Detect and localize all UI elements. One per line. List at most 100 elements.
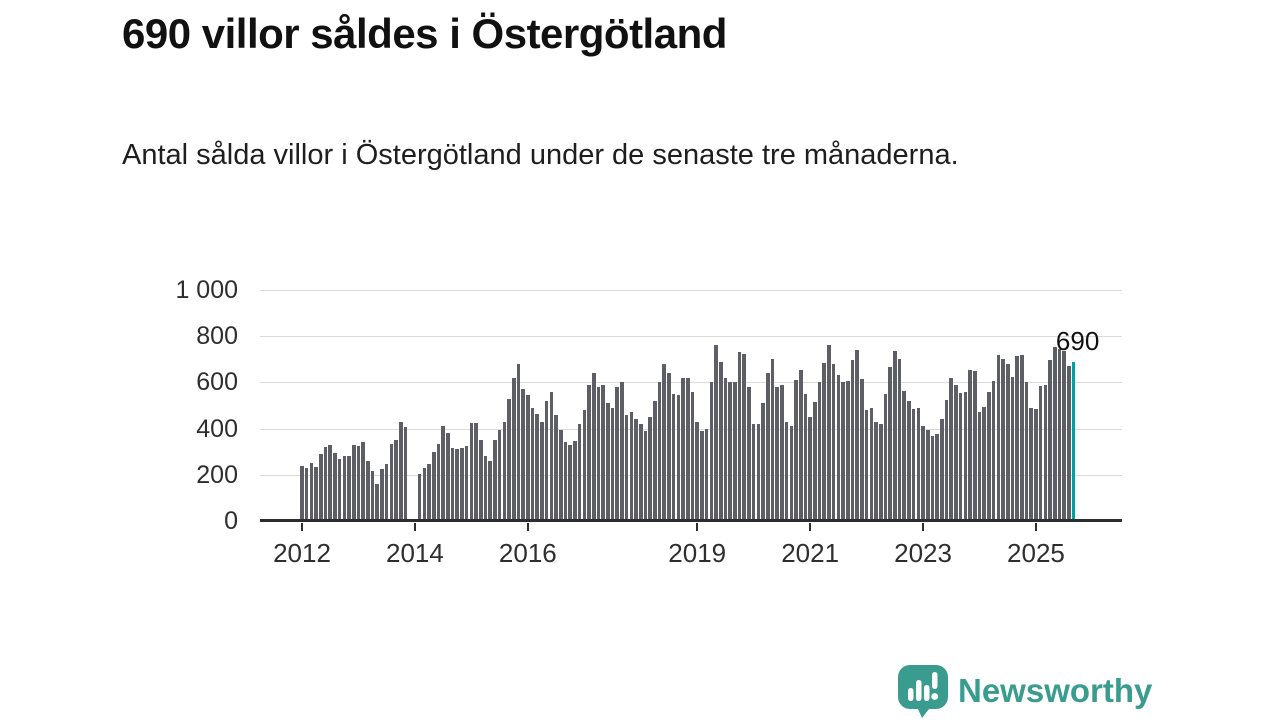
bar bbox=[1062, 351, 1066, 521]
x-axis-tick bbox=[921, 523, 925, 531]
bar bbox=[949, 377, 954, 521]
bar bbox=[455, 449, 460, 521]
bar bbox=[954, 384, 958, 521]
y-axis-label: 800 bbox=[196, 322, 238, 351]
bar bbox=[1001, 359, 1005, 521]
bar bbox=[714, 345, 718, 521]
x-axis-tick bbox=[526, 523, 530, 531]
bar bbox=[925, 429, 930, 521]
bar bbox=[521, 389, 525, 521]
x-axis-label: 2012 bbox=[273, 538, 331, 568]
bar bbox=[1005, 363, 1010, 521]
bar bbox=[874, 421, 878, 521]
bar bbox=[469, 422, 474, 521]
bar bbox=[624, 414, 629, 521]
bar bbox=[864, 410, 869, 521]
bar bbox=[973, 370, 977, 521]
bar bbox=[474, 422, 478, 521]
bar bbox=[897, 359, 902, 521]
highlighted-bar bbox=[1071, 361, 1076, 521]
bar bbox=[695, 421, 699, 521]
bar bbox=[737, 352, 742, 521]
newsworthy-logo-icon bbox=[898, 665, 948, 718]
bar bbox=[770, 359, 775, 521]
bar bbox=[718, 361, 723, 521]
bar bbox=[845, 381, 850, 521]
bar bbox=[803, 393, 808, 521]
x-axis-tick bbox=[808, 523, 812, 531]
bar bbox=[860, 378, 864, 521]
bar bbox=[676, 395, 681, 521]
bar bbox=[573, 441, 577, 521]
bar bbox=[794, 380, 798, 521]
bar bbox=[751, 423, 756, 521]
bar bbox=[422, 467, 427, 521]
bar bbox=[822, 362, 827, 521]
bar bbox=[507, 398, 511, 521]
bar bbox=[982, 406, 987, 521]
bar bbox=[991, 381, 996, 521]
y-axis-label: 0 bbox=[224, 507, 238, 535]
bar bbox=[464, 445, 469, 521]
bar bbox=[888, 367, 892, 521]
bar bbox=[780, 384, 784, 521]
x-axis-tick bbox=[1034, 523, 1038, 531]
bar bbox=[775, 387, 779, 521]
bar bbox=[907, 400, 911, 521]
gridline-y-1000 bbox=[260, 290, 1122, 291]
bar bbox=[958, 392, 963, 521]
bar bbox=[615, 387, 620, 521]
bar bbox=[558, 429, 563, 521]
bar bbox=[921, 426, 925, 521]
bar bbox=[700, 430, 704, 521]
bar bbox=[328, 444, 333, 521]
bar bbox=[582, 410, 587, 521]
bar bbox=[554, 414, 558, 521]
bar bbox=[319, 454, 323, 521]
x-axis-tick bbox=[300, 523, 304, 531]
bar bbox=[323, 447, 328, 521]
bar bbox=[497, 429, 502, 521]
bar bbox=[1057, 348, 1062, 521]
bar bbox=[935, 434, 939, 521]
bar bbox=[356, 445, 361, 521]
bar bbox=[351, 444, 356, 521]
bar bbox=[747, 387, 751, 521]
bar bbox=[361, 442, 365, 521]
bar bbox=[478, 440, 483, 521]
bar bbox=[855, 350, 859, 521]
x-axis-label: 2025 bbox=[1007, 538, 1065, 568]
bar bbox=[333, 452, 337, 521]
bar bbox=[996, 354, 1001, 521]
bar bbox=[1053, 346, 1057, 521]
bar bbox=[304, 467, 309, 521]
bar bbox=[944, 399, 949, 521]
bar bbox=[606, 403, 610, 521]
y-axis-label: 400 bbox=[196, 414, 238, 443]
bar bbox=[817, 382, 822, 521]
x-axis-label: 2019 bbox=[668, 538, 727, 568]
bar bbox=[591, 373, 596, 521]
bar bbox=[450, 448, 455, 521]
bar bbox=[634, 419, 638, 521]
bar bbox=[370, 471, 375, 521]
last-value-label: 690 bbox=[1055, 325, 1100, 356]
bar bbox=[1043, 384, 1048, 521]
bar bbox=[827, 345, 831, 521]
bar bbox=[502, 421, 507, 521]
bar bbox=[916, 407, 921, 521]
y-axis-label: 1 000 bbox=[175, 276, 238, 304]
bar bbox=[883, 393, 888, 521]
bar bbox=[850, 360, 855, 521]
bar bbox=[526, 395, 530, 521]
headline: 690 villor såldes i Östergötland bbox=[122, 10, 727, 57]
bar bbox=[808, 417, 812, 521]
bar bbox=[930, 435, 935, 521]
bar bbox=[742, 353, 747, 521]
brand-footer: Newsworthy bbox=[897, 664, 1152, 718]
bar bbox=[869, 407, 874, 521]
bar bbox=[893, 351, 897, 521]
bar bbox=[347, 456, 351, 521]
bar bbox=[723, 377, 728, 521]
bar bbox=[587, 384, 591, 521]
